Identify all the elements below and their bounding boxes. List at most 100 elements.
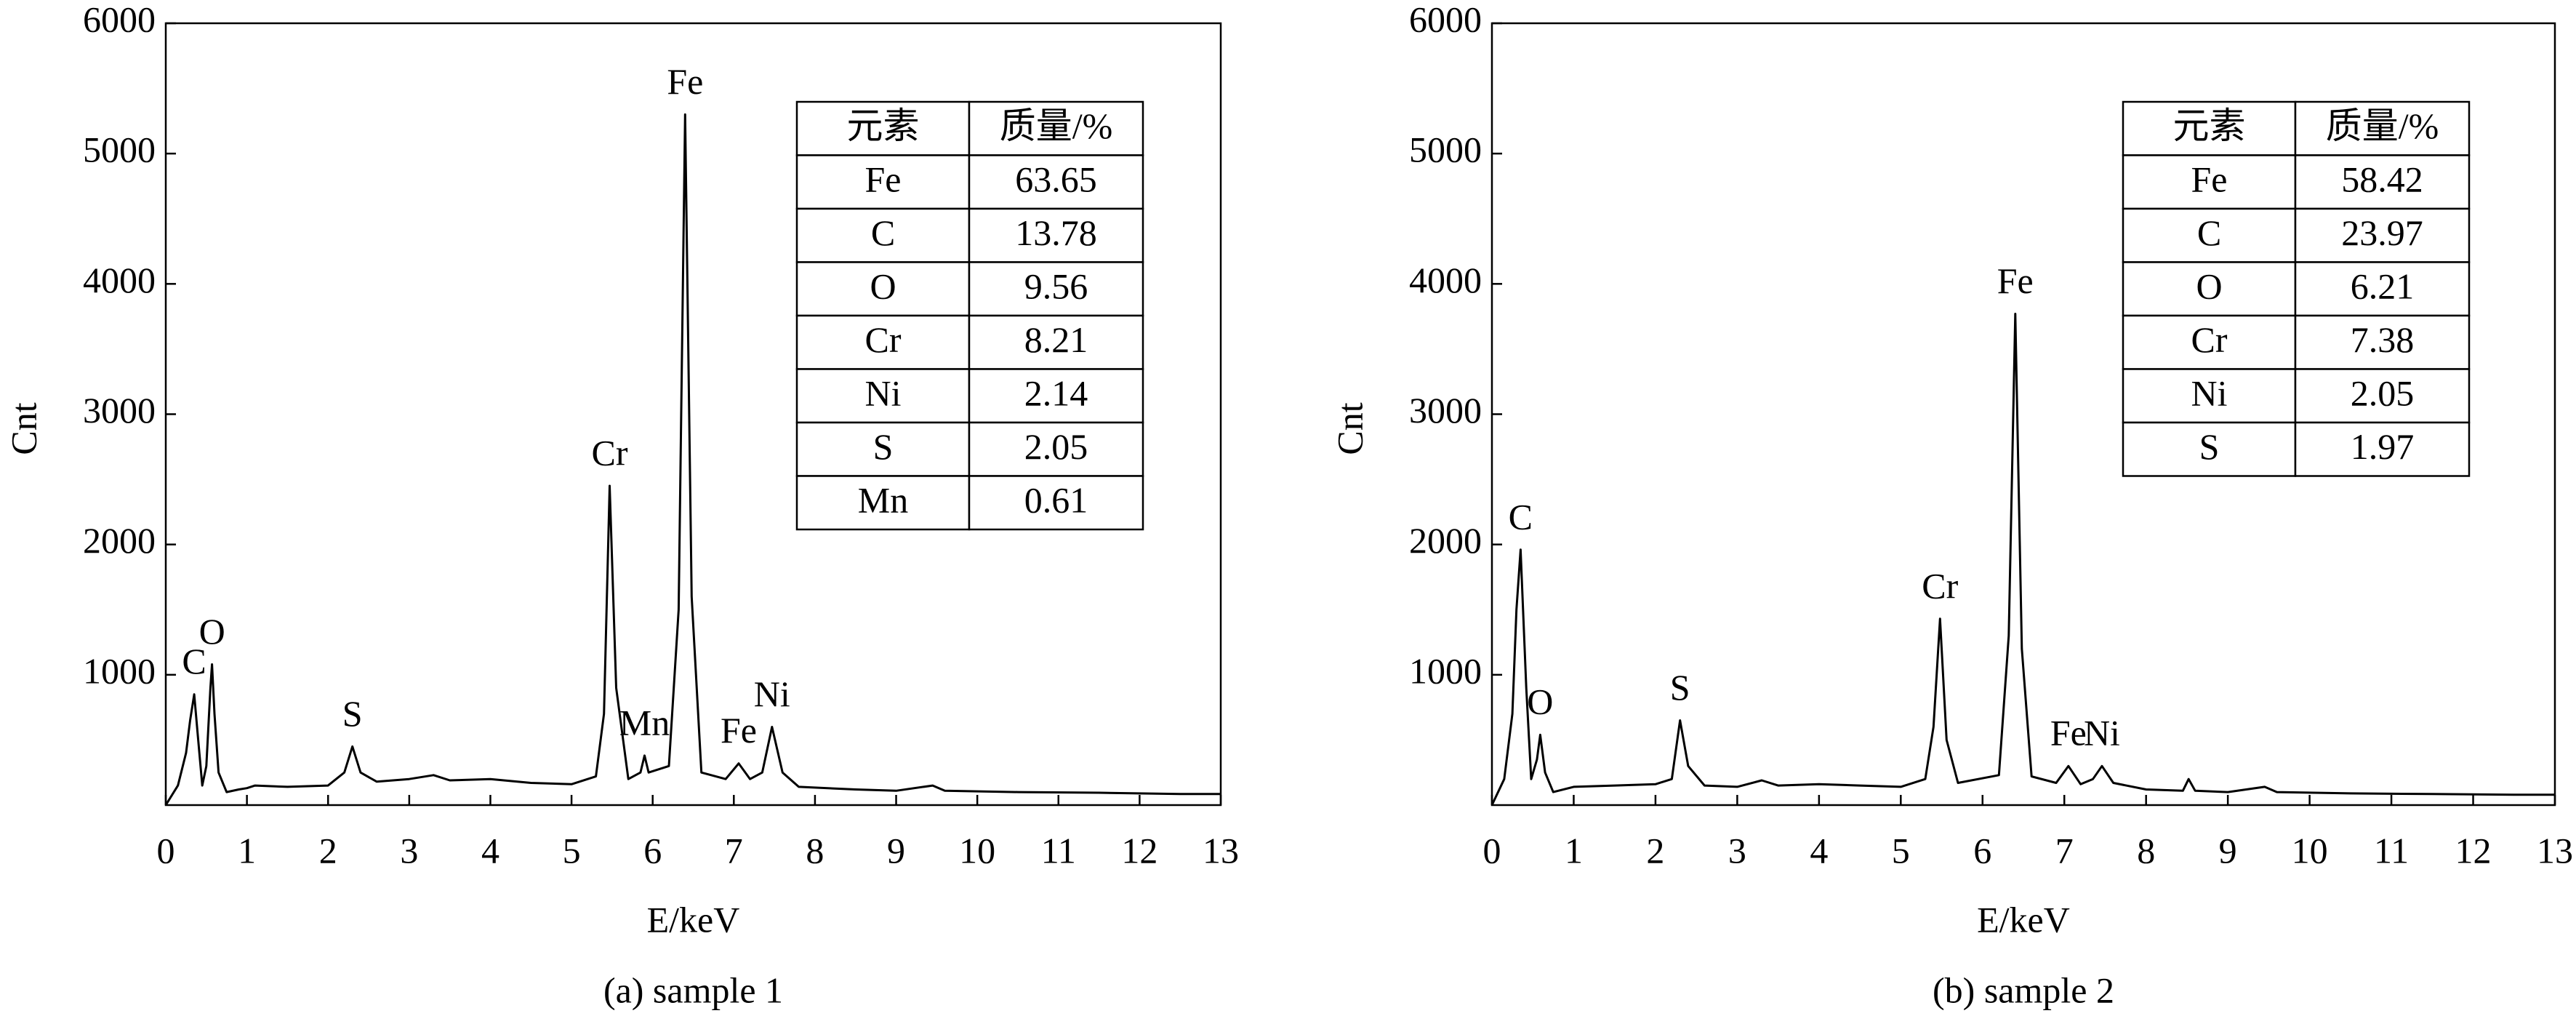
- caption: (a) sample 1: [603, 969, 783, 1010]
- table-cell: [968, 421, 1144, 477]
- table-cell: [968, 154, 1144, 210]
- x-tick-label: 1: [238, 830, 256, 871]
- table-cell-text: 58.42: [2341, 159, 2423, 200]
- chart-panel: 0 1 2 3 4 5 6 7 8 9 10 11 12 131000200030004000500060…: [3, 0, 1239, 1010]
- table-cell: [968, 368, 1144, 424]
- table-header: 质量/%: [2326, 105, 2439, 146]
- table-cell-text: S: [873, 426, 894, 467]
- x-tick-label: 1: [1565, 830, 1583, 871]
- y-tick-label: 6000: [83, 0, 156, 39]
- x-tick-label: 9: [887, 830, 905, 871]
- y-tick-label: 3000: [1409, 390, 1482, 431]
- table-cell-text: Fe: [2191, 159, 2228, 200]
- peak-label: Cr: [592, 433, 628, 473]
- table-cell-text: O: [870, 266, 896, 307]
- table-header: 元素: [847, 105, 920, 146]
- table-cell: [968, 314, 1144, 370]
- x-tick-label: 6: [643, 830, 662, 871]
- peak-label: O: [199, 611, 225, 652]
- peak-label: Cr: [1922, 565, 1958, 606]
- table-header: 质量/%: [1000, 105, 1113, 146]
- peak-label: S: [342, 693, 363, 734]
- table-cell: [795, 368, 971, 424]
- x-tick-label: 13: [1203, 830, 1239, 871]
- y-tick-label: 5000: [1409, 129, 1482, 170]
- peak-label: Fe: [1997, 260, 2034, 301]
- table-cell: [2294, 207, 2471, 263]
- y-axis-label: Cnt: [3, 402, 44, 455]
- x-axis-label: E/keV: [1977, 899, 2070, 940]
- y-tick-label: 3000: [83, 390, 156, 431]
- peak-label: Fe: [667, 61, 703, 102]
- y-tick-label: 5000: [83, 129, 156, 170]
- x-tick-label: 11: [1041, 830, 1076, 871]
- table-cell-text: 63.65: [1015, 159, 1097, 200]
- table-cell-text: 7.38: [2351, 319, 2415, 360]
- x-tick-label: 0: [1483, 830, 1501, 871]
- table-cell: [795, 475, 971, 531]
- table-cell: [968, 207, 1144, 263]
- peak-label: Fe: [721, 710, 757, 751]
- table-cell-text: Cr: [2191, 319, 2228, 360]
- peak-label: Mn: [619, 702, 670, 743]
- table-cell: [2294, 314, 2471, 370]
- x-tick-label: 4: [1810, 830, 1828, 871]
- table-cell-text: 2.14: [1024, 373, 1088, 414]
- table-cell-text: 23.97: [2341, 212, 2423, 253]
- y-tick-label: 4000: [1409, 260, 1482, 300]
- table-cell: [2294, 154, 2471, 210]
- x-tick-label: 12: [2455, 830, 2492, 871]
- peak-label: O: [1527, 681, 1553, 722]
- y-tick-label: 1000: [83, 650, 156, 691]
- table-cell: [2122, 314, 2297, 370]
- x-tick-label: 13: [2537, 830, 2573, 871]
- caption: (b) sample 2: [1933, 969, 2114, 1010]
- y-tick-label: 1000: [1409, 650, 1482, 691]
- x-tick-label: 5: [1892, 830, 1910, 871]
- table-cell-text: 6.21: [2351, 266, 2415, 307]
- x-tick-label: 7: [725, 830, 743, 871]
- table-cell: [795, 421, 971, 477]
- table-cell-text: Fe: [865, 159, 902, 200]
- x-tick-label: 10: [2292, 830, 2328, 871]
- x-tick-label: 2: [319, 830, 337, 871]
- peak-label: C: [182, 641, 206, 681]
- x-tick-label: 7: [2055, 830, 2074, 871]
- table-cell-text: 2.05: [2351, 373, 2415, 414]
- x-tick-label: 10: [959, 830, 995, 871]
- x-tick-label: 9: [2219, 830, 2237, 871]
- spectrum-line: [1490, 313, 2555, 806]
- x-tick-label: 8: [2137, 830, 2155, 871]
- x-tick-label: 6: [1973, 830, 1991, 871]
- table-cell-text: C: [2197, 212, 2221, 253]
- peak-label: Fe: [2050, 713, 2087, 753]
- table-cell-text: 13.78: [1015, 212, 1097, 253]
- y-tick-label: 2000: [1409, 520, 1482, 561]
- x-tick-label: 4: [481, 830, 499, 871]
- table-header: 元素: [2173, 105, 2246, 146]
- table-cell: [2122, 421, 2297, 477]
- table-cell-text: 0.61: [1024, 480, 1088, 521]
- table-cell-text: O: [2196, 266, 2222, 307]
- table-cell: [2294, 100, 2471, 156]
- table-cell-text: Mn: [858, 480, 908, 521]
- x-tick-label: 2: [1646, 830, 1664, 871]
- x-tick-label: 11: [2374, 830, 2409, 871]
- peak-label: Ni: [754, 673, 790, 714]
- table-cell-text: Ni: [2191, 373, 2228, 414]
- y-axis-label: Cnt: [1329, 402, 1370, 455]
- table-cell: [795, 261, 971, 317]
- table-cell: [2294, 368, 2471, 424]
- table-cell-text: 1.97: [2351, 426, 2415, 467]
- table-cell: [795, 154, 971, 210]
- x-tick-label: 3: [400, 830, 418, 871]
- x-tick-label: 5: [563, 830, 581, 871]
- x-tick-label: 0: [157, 830, 175, 871]
- table-cell-text: Cr: [865, 319, 902, 360]
- y-tick-label: 4000: [83, 260, 156, 300]
- x-axis-label: E/keV: [647, 899, 740, 940]
- table-cell: [968, 100, 1144, 156]
- peak-label: Ni: [2084, 713, 2120, 753]
- y-tick-label: 6000: [1409, 0, 1482, 39]
